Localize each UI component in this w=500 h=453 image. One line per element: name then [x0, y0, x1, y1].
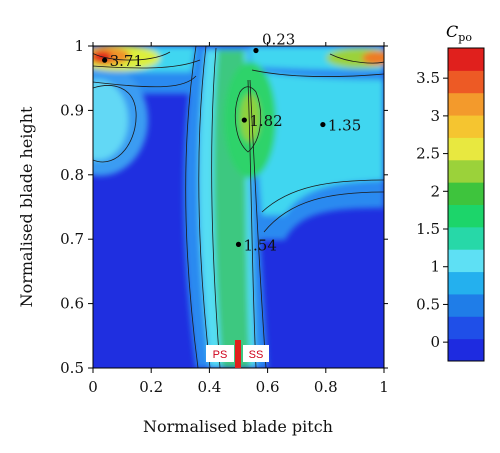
annotation-label: 1.35: [328, 117, 361, 135]
colorbar-tick-label: 3: [430, 107, 440, 125]
y-tick-label: 0.7: [60, 230, 84, 248]
x-axis-title: Normalised blade pitch: [143, 417, 333, 436]
colorbar-tick-label: 2: [430, 182, 440, 200]
colorbar-swatch: [448, 249, 484, 273]
y-tick-label: 0.8: [60, 166, 84, 184]
contour-line: [249, 79, 267, 368]
contour-line: [185, 46, 199, 368]
colorbar-swatch: [448, 204, 484, 228]
colorbar-swatch: [448, 137, 484, 161]
annotation-label: 0.23: [262, 31, 295, 49]
y-tick-label: 0.9: [60, 101, 84, 119]
passage-vortex-core: [240, 94, 260, 142]
colorbar-swatch: [448, 70, 484, 94]
annotations: 0.23 3.71 1.82 1.35 1.54: [102, 31, 361, 254]
colorbar-swatch: [448, 92, 484, 116]
right-region-inner: [250, 70, 384, 215]
contour-line: [211, 47, 221, 368]
blade-marker: [235, 340, 241, 368]
contour-line: [93, 59, 201, 69]
colorbar-tick-label: 0.5: [416, 295, 440, 313]
colorbar-swatch: [448, 316, 484, 340]
contour-line: [198, 46, 211, 368]
annotation-point: [235, 241, 242, 247]
annotation-point: [102, 57, 108, 63]
x-axis: 0 0.2 0.4 0.6 0.8 1: [88, 42, 389, 396]
contour-line: [247, 79, 257, 368]
ps-ss-markers: PS SS: [206, 340, 269, 368]
colorbar-tick-label: 3.5: [416, 69, 440, 87]
annotation-label: 1.54: [244, 236, 277, 254]
x-tick-label: 0.2: [139, 378, 163, 396]
y-tick-label: 0.5: [60, 359, 84, 377]
contour-line: [93, 51, 171, 61]
colorbar-swatch: [448, 182, 484, 205]
x-tick-label: 0.8: [314, 378, 338, 396]
colorbar: Cpo 0 0.5 1 1.5 2 2.5 3 3.5: [416, 22, 485, 362]
colorbar-swatch: [448, 159, 484, 183]
contour-line: [263, 191, 384, 233]
x-tick-label: 0: [88, 378, 98, 396]
ss-label-box: [243, 345, 269, 362]
x-tick-label: 0.6: [256, 378, 280, 396]
contour-field: [93, 46, 384, 368]
colorbar-swatch: [448, 115, 484, 138]
colorbar-tick-label: 1.5: [416, 220, 440, 238]
ss-label: SS: [249, 349, 264, 361]
tip-right-core: [362, 51, 384, 65]
annotation-point: [253, 47, 259, 54]
annotation-label: 3.71: [110, 52, 143, 70]
left-blob-inner: [93, 80, 128, 160]
colorbar-frame: [447, 47, 485, 362]
annotation-point: [320, 121, 326, 128]
y-tick-label: 1: [74, 37, 84, 55]
ps-label: PS: [213, 349, 228, 361]
contour-line: [329, 53, 384, 64]
contour-line: [93, 75, 197, 88]
colorbar-swatch: [448, 271, 484, 295]
colorbar-tick-label: 0: [430, 333, 440, 351]
ps-label-box: [206, 345, 234, 362]
contour-line: [251, 69, 384, 77]
contour-line: [261, 179, 384, 213]
y-axis-title: Normalised blade height: [17, 106, 36, 307]
colorbar-tick-label: 2.5: [416, 145, 440, 163]
colorbar-label: Cpo: [446, 22, 472, 44]
colorbar-swatch: [448, 293, 484, 317]
y-tick-label: 0.6: [60, 295, 84, 313]
annotation-label: 1.82: [249, 112, 282, 130]
colorbar-swatch: [448, 226, 484, 250]
annotation-point: [241, 117, 247, 123]
colorbar-swatch: [448, 338, 484, 362]
contour-lines: [93, 46, 384, 368]
y-axis: 0.5 0.6 0.7 0.8 0.9 1: [60, 37, 388, 377]
colorbar-ticks: 0 0.5 1 1.5 2 2.5 3 3.5: [416, 69, 448, 351]
contour-line: [235, 86, 261, 153]
contour-line: [93, 85, 137, 163]
colorbar-swatches: [448, 48, 484, 362]
colorbar-tick-label: 1: [430, 258, 440, 276]
x-tick-label: 1: [379, 378, 389, 396]
x-tick-label: 0.4: [197, 378, 221, 396]
colorbar-swatch: [448, 48, 484, 71]
